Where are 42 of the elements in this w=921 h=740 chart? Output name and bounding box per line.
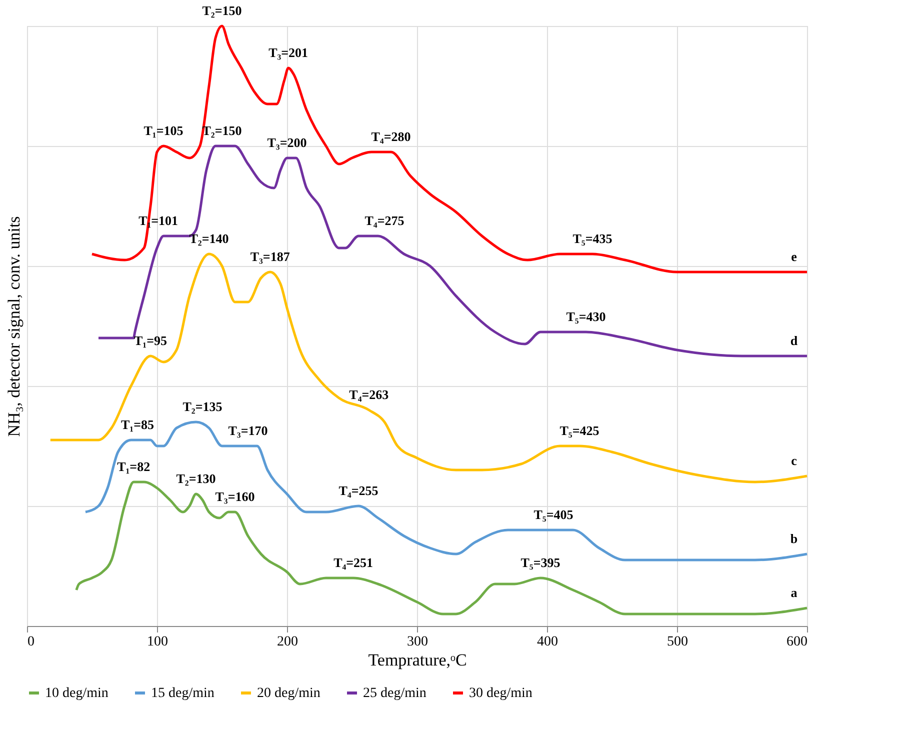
annotation: T₅=395: [520, 555, 561, 570]
annotation: T₂=130: [176, 471, 216, 486]
x-tick-label: 200: [277, 634, 298, 650]
annotation: T₃=200: [267, 135, 307, 150]
annotation: T₃=170: [228, 423, 268, 438]
legend-label: 30 deg/min: [469, 686, 532, 701]
x-tick-label: 400: [537, 634, 558, 650]
annotation: T₂=140: [189, 231, 229, 246]
annotation: T₁=82: [117, 459, 150, 474]
annotation: T₄=263: [349, 387, 390, 402]
annotation: T₄=255: [338, 483, 379, 498]
x-axis-title: Temprature,ᵒC: [368, 650, 467, 670]
annotation: T₅=435: [572, 231, 613, 246]
annotation: b: [790, 531, 798, 546]
annotation: T₅=425: [560, 423, 600, 438]
annotation: T₁=95: [134, 333, 168, 348]
annotation: T₂=135: [182, 399, 223, 414]
x-tick-label: 500: [667, 634, 688, 650]
annotation: c: [791, 453, 798, 468]
annotation: a: [790, 585, 798, 600]
x-tick-label: 300: [407, 634, 428, 650]
annotation: T₃=160: [215, 489, 255, 504]
legend-label: 25 deg/min: [363, 686, 426, 701]
annotation: T₃=201: [268, 45, 308, 60]
y-axis-title: NH₃, detector signal, conv. units: [4, 216, 24, 437]
annotation: e: [791, 249, 798, 264]
x-tick-label: 0: [28, 634, 34, 650]
annotation: T₃=187: [250, 249, 290, 264]
annotation: T₅=405: [534, 507, 574, 522]
annotation: T₁=85: [121, 417, 154, 432]
annotation: T₄=275: [364, 213, 405, 228]
legend-label: 20 deg/min: [257, 686, 320, 701]
annotation: T₄=251: [334, 555, 374, 570]
legend-label: 10 deg/min: [45, 686, 108, 701]
legend-label: 15 deg/min: [151, 686, 214, 701]
annotation: T₂=150: [202, 3, 242, 18]
annotation: T₁=105: [144, 123, 184, 138]
annotation: d: [790, 333, 798, 348]
x-tick-label: 100: [147, 634, 168, 650]
x-tick-label: 600: [786, 634, 808, 650]
annotation: T₅=430: [566, 309, 606, 324]
annotation: T₄=280: [371, 129, 411, 144]
